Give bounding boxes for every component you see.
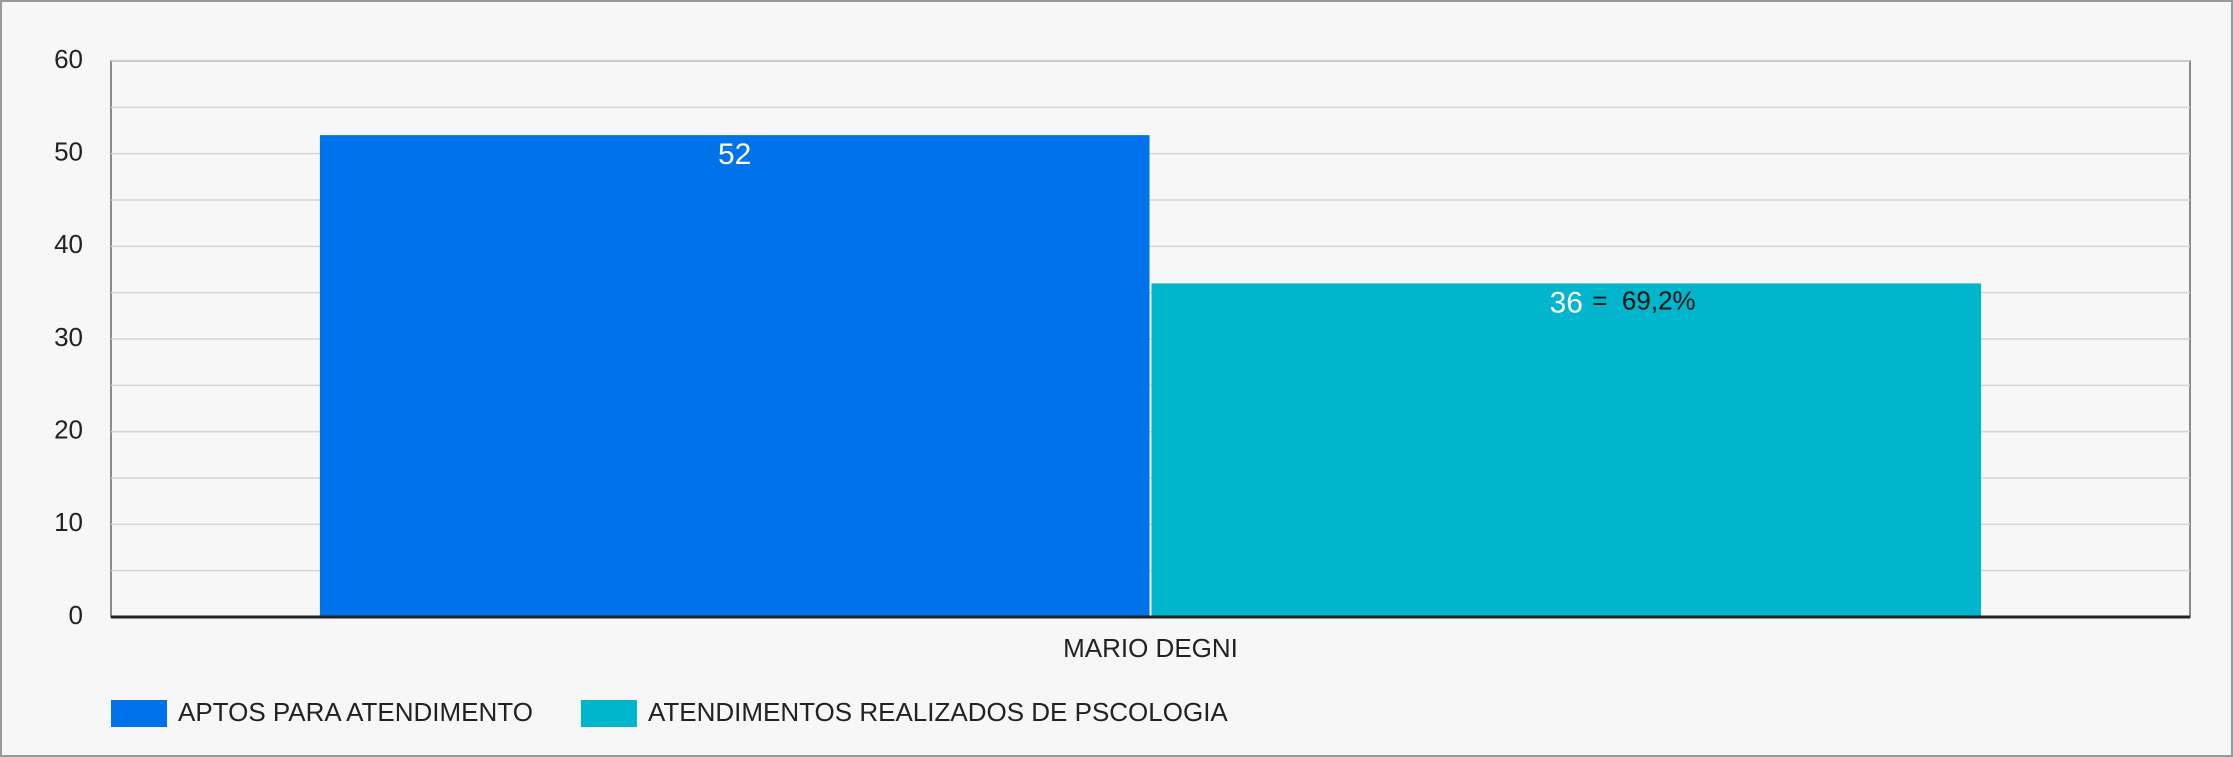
y-tick-label: 40	[54, 229, 83, 259]
y-tick-label: 30	[54, 322, 83, 352]
annotation: = 69,2%	[1592, 285, 1695, 315]
y-tick-label: 60	[54, 44, 83, 74]
y-tick-label: 10	[54, 507, 83, 537]
y-tick-label: 20	[54, 415, 83, 445]
bar	[1151, 283, 1982, 617]
legend-swatch	[111, 700, 167, 727]
legend-label: APTOS PARA ATENDIMENTO	[178, 697, 533, 727]
data-label: 52	[718, 138, 751, 171]
x-tick-label: MARIO DEGNI	[1063, 633, 1238, 663]
legend-swatch	[580, 700, 637, 727]
y-tick-label: 0	[69, 600, 83, 630]
legend-label: ATENDIMENTOS REALIZADOS DE PSCOLOGIA	[648, 697, 1228, 727]
y-tick-label: 50	[54, 137, 83, 167]
data-label: 36	[1550, 286, 1583, 319]
bar	[319, 135, 1150, 617]
